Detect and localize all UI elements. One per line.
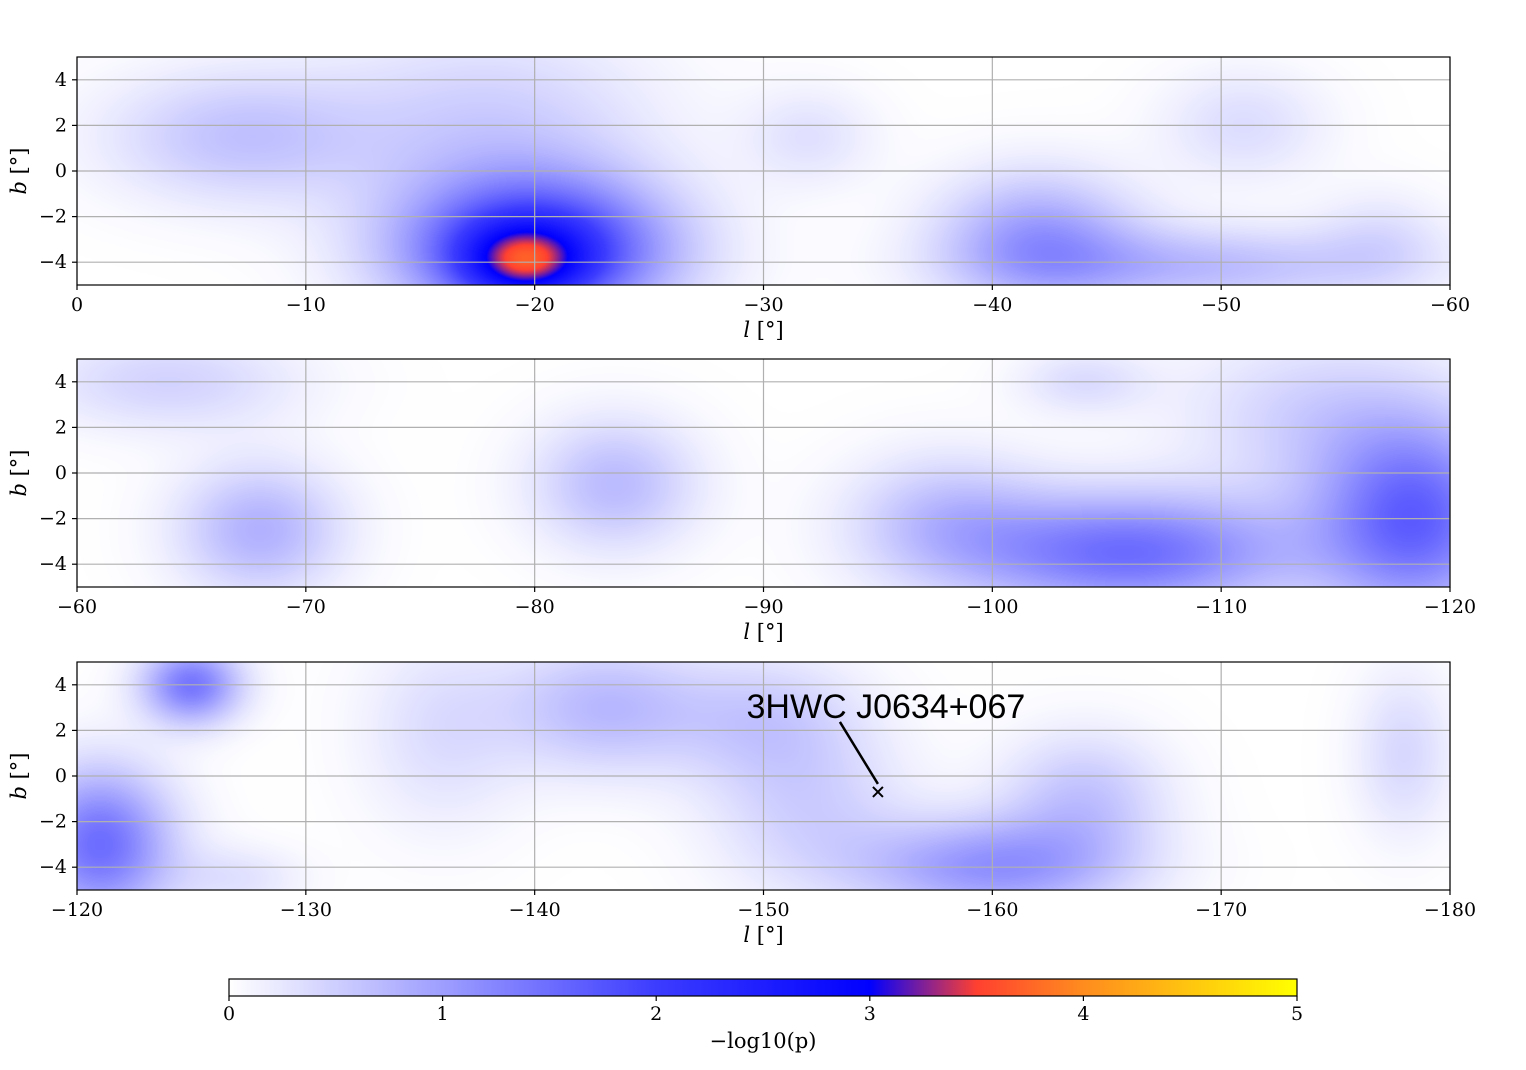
- colorbar-tick-label: 0: [223, 1003, 235, 1025]
- x-tick-label: −90: [743, 596, 783, 618]
- x-axis-label: l [°]: [743, 620, 783, 644]
- x-tick-label: −180: [1424, 899, 1476, 921]
- y-tick-label: −4: [39, 251, 67, 273]
- x-tick-label: −70: [286, 596, 326, 618]
- colorbar-tick-label: 5: [1291, 1003, 1303, 1025]
- y-tick-label: −4: [39, 856, 67, 878]
- y-tick-label: 4: [55, 674, 67, 696]
- y-tick-label: −2: [39, 508, 67, 530]
- source-marker: [872, 786, 884, 798]
- colorbar-gradient: [228, 978, 1298, 997]
- y-tick-label: 2: [55, 719, 67, 741]
- grid: [76, 57, 1451, 285]
- x-tick-label: 0: [71, 294, 83, 316]
- colorbar-label: −log10(p): [710, 1029, 817, 1053]
- x-tick-label: −10: [286, 294, 326, 316]
- x-tick-label: −160: [966, 899, 1018, 921]
- x-tick-label: −60: [1430, 294, 1470, 316]
- source-label: 3HWC J0634+067: [747, 688, 1026, 726]
- x-tick-label: −30: [743, 294, 783, 316]
- x-tick-label: −130: [280, 899, 332, 921]
- x-tick-label: −120: [1424, 596, 1476, 618]
- x-tick-label: −100: [966, 596, 1018, 618]
- x-tick-label: −50: [1201, 294, 1241, 316]
- y-tick-label: 2: [55, 114, 67, 136]
- y-tick-label: 4: [55, 69, 67, 91]
- skymap-panel-3: −120 −130 −140 −150 −160 −170 −180 4 2 0 −2 −4 l [°]…: [7, 661, 1476, 947]
- skymap-panel-1: 0 −10 −20 −30 −40 −50 −60 4 2 0 −2 −4 l [°] b [°]: [7, 56, 1470, 342]
- x-tick-label: −60: [57, 596, 97, 618]
- y-tick-label: 0: [55, 462, 67, 484]
- y-tick-label: 4: [55, 371, 67, 393]
- y-axis-label: b [°]: [7, 147, 31, 194]
- x-axis-label: l [°]: [743, 923, 783, 947]
- y-tick-label: −2: [39, 811, 67, 833]
- x-tick-label: −170: [1195, 899, 1247, 921]
- colorbar-tick-label: 2: [650, 1003, 662, 1025]
- skymap-panel-2: −60 −70 −80 −90 −100 −110 −120 4 2 0 −2 −4 l [°] b [°…: [7, 358, 1476, 644]
- x-tick-label: −110: [1195, 596, 1247, 618]
- x-axis-label: l [°]: [743, 318, 783, 342]
- x-tick-label: −150: [737, 899, 789, 921]
- colorbar: 0 1 2 3 4 5 −log10(p): [223, 978, 1303, 1053]
- x-tick-label: −20: [515, 294, 555, 316]
- x-tick-label: −40: [972, 294, 1012, 316]
- y-tick-label: 0: [55, 160, 67, 182]
- colorbar-tick-label: 3: [864, 1003, 876, 1025]
- colorbar-tick-label: 1: [437, 1003, 449, 1025]
- x-tick-label: −120: [51, 899, 103, 921]
- y-tick-label: −2: [39, 206, 67, 228]
- x-tick-label: −140: [509, 899, 561, 921]
- x-tick-label: −80: [515, 596, 555, 618]
- y-axis-label: b [°]: [7, 752, 31, 799]
- y-tick-label: 0: [55, 765, 67, 787]
- y-tick-label: 2: [55, 416, 67, 438]
- y-axis-label: b [°]: [7, 449, 31, 496]
- annotation-arrow: [838, 721, 879, 785]
- colorbar-tick-label: 4: [1077, 1003, 1089, 1025]
- y-tick-label: −4: [39, 553, 67, 575]
- source-annotation: 3HWC J0634+067: [747, 688, 1026, 798]
